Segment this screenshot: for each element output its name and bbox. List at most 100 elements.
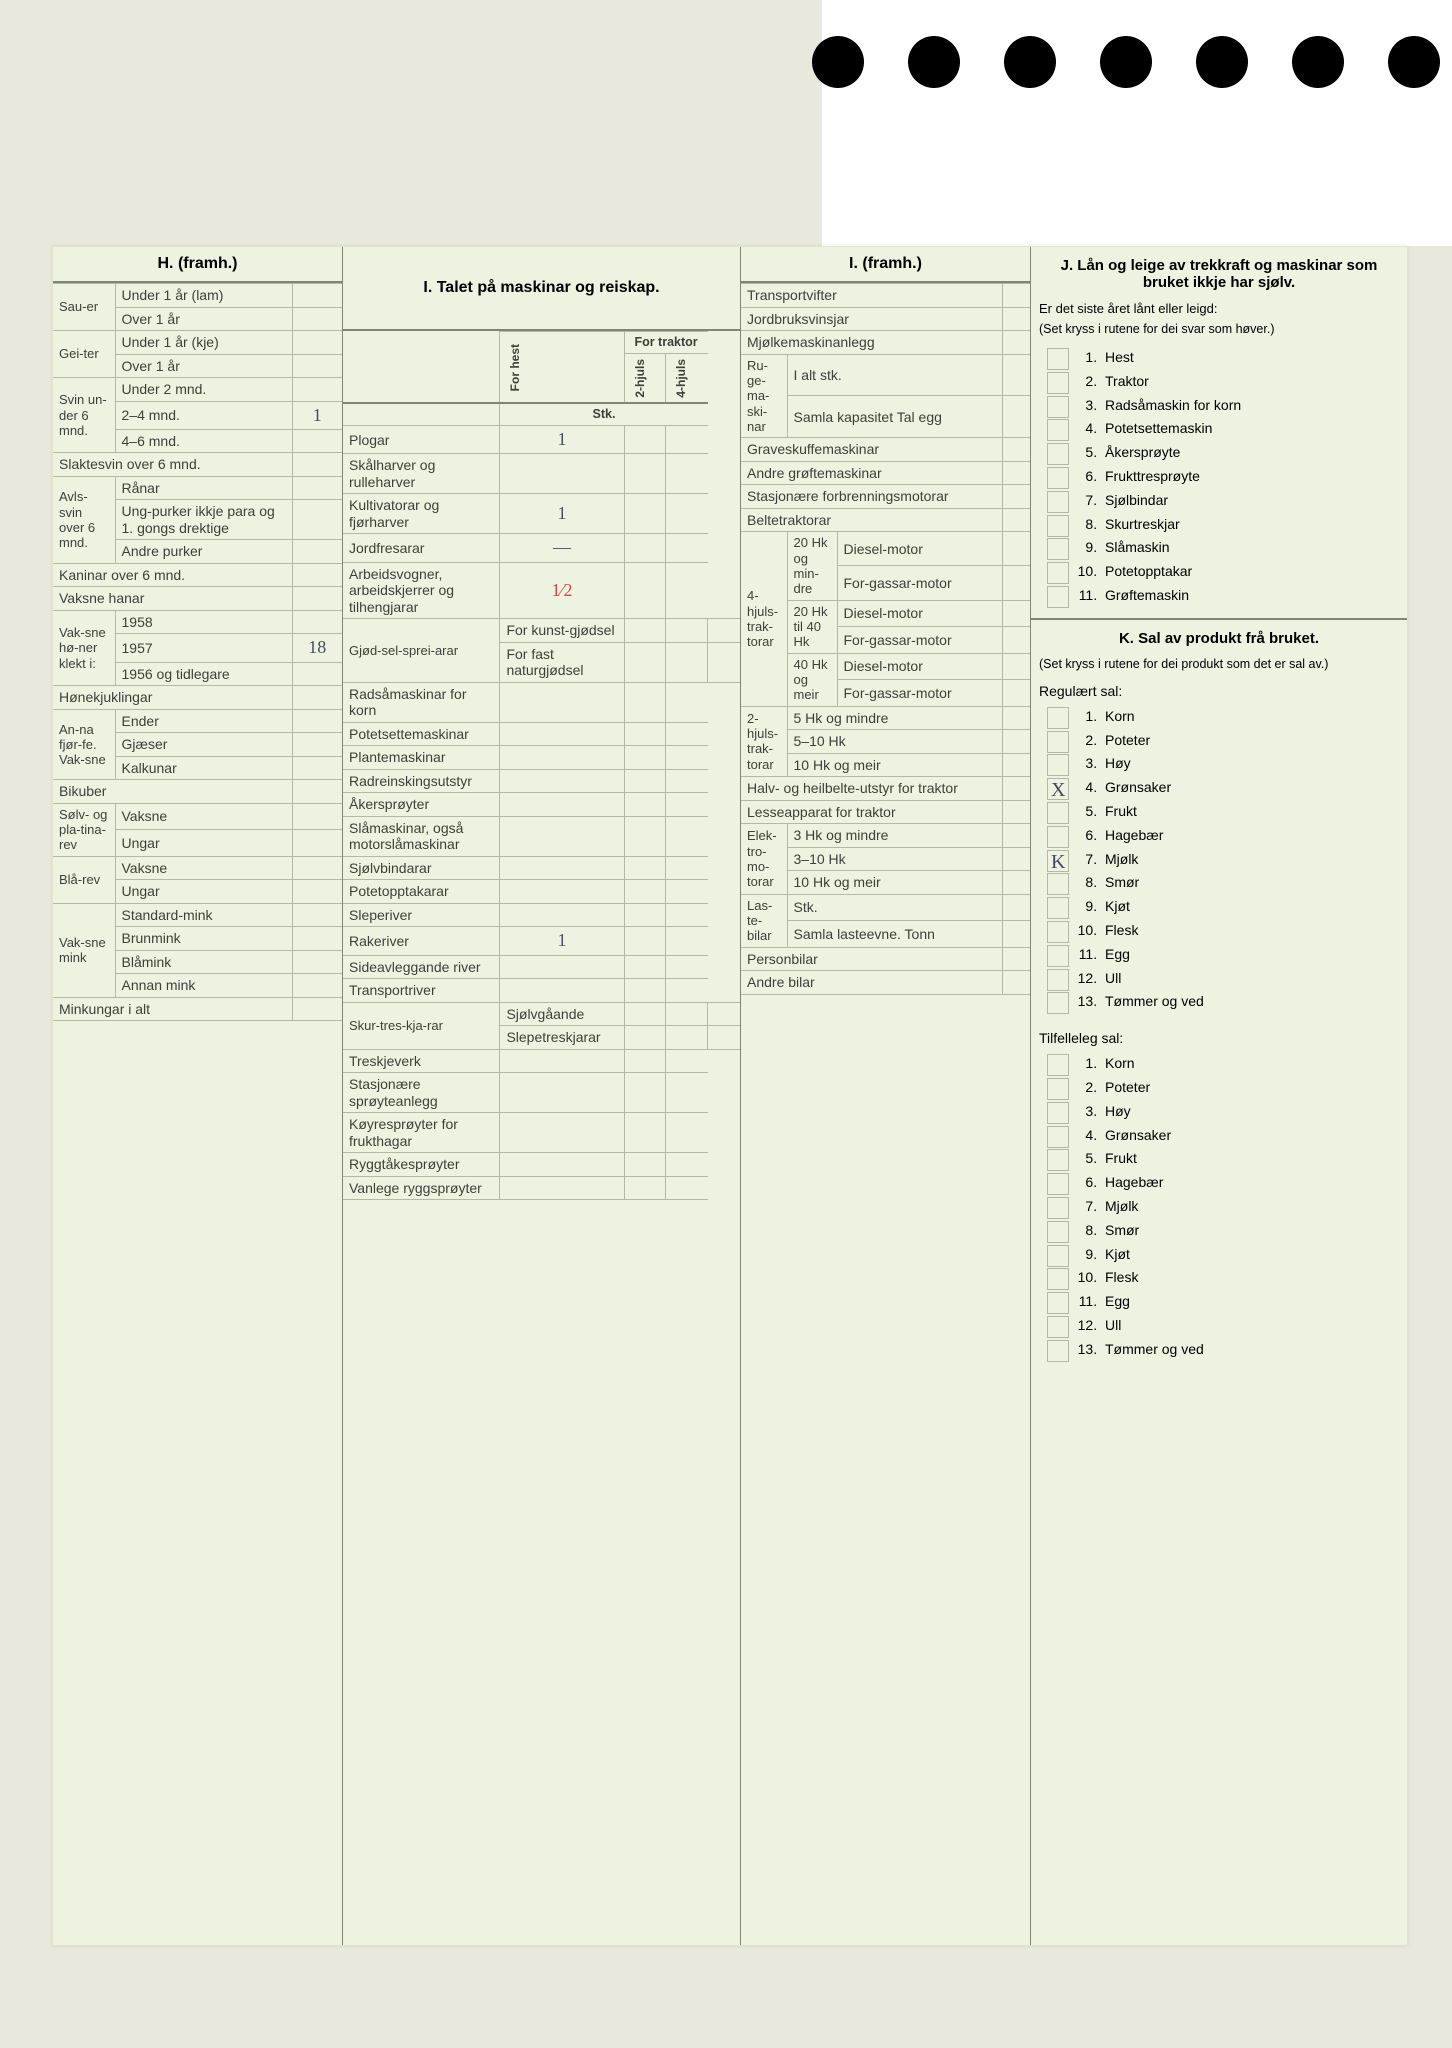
ir-value [1002,331,1030,355]
k-item: Smør [1101,871,1407,895]
h-value [292,830,342,857]
i-val-4hjuls [708,619,740,643]
ir-value [1002,307,1030,331]
i-val-4hjuls [666,426,708,454]
checkbox[interactable] [1047,1149,1069,1171]
i-label: Slepetreskjarar [500,1026,624,1050]
checkbox[interactable] [1047,586,1069,608]
checkbox[interactable] [1047,1292,1069,1314]
k-item: Korn [1101,1052,1407,1076]
h-group-full: Hønekjuklingar [53,686,292,710]
section-k-title: K. Sal av produkt frå bruket. [1031,618,1407,657]
checkbox[interactable] [1047,1221,1069,1243]
ir-label: Transportvifter [741,284,1002,308]
checkbox[interactable] [1047,1173,1069,1195]
checkbox[interactable] [1047,969,1069,991]
checkbox[interactable] [1047,348,1069,370]
i-val-2hjuls [624,793,666,817]
i-label: Sjølvgåande [500,1002,624,1026]
i-val-2hjuls [624,722,666,746]
i-val-2hjuls [624,682,666,722]
checkbox[interactable] [1047,1245,1069,1267]
i-val-4hjuls [666,722,708,746]
h-group-full: Kaninar over 6 mnd. [53,563,292,587]
ir-sublabel: Samla kapasitet Tal egg [787,396,1002,438]
checkbox[interactable] [1047,1102,1069,1124]
checkbox[interactable] [1047,562,1069,584]
i-val-2hjuls [624,562,666,619]
ir-label: Jordbruksvinsjar [741,307,1002,331]
h-value: 1 [292,401,342,429]
k-item: Ull [1101,967,1407,991]
checkbox[interactable] [1047,945,1069,967]
ir-value [1002,485,1030,509]
j-item: Sjølbindar [1101,489,1407,513]
j-item: Radsåmaskin for korn [1101,394,1407,418]
h-label: Kalkunar [115,756,292,780]
checkbox[interactable] [1047,921,1069,943]
checkbox[interactable] [1047,873,1069,895]
checkbox[interactable] [1047,1268,1069,1290]
checkbox[interactable] [1047,396,1069,418]
h-label: 2–4 mnd. [115,401,292,429]
checkbox[interactable] [1047,491,1069,513]
checkbox[interactable] [1047,538,1069,560]
ir-sublabel: For-gassar-motor [837,680,1002,707]
checkbox[interactable] [1047,731,1069,753]
col-for-traktor: For traktor [624,332,707,354]
ir-sublabel: 3 Hk og mindre [787,824,1002,848]
ir-label: Graveskuffemaskinar [741,438,1002,462]
i-val-2hjuls [624,955,666,979]
section-h-title: H. (framh.) [53,247,342,283]
checkbox[interactable] [1047,1078,1069,1100]
i-label: Plogar [343,426,500,454]
k-tilf-head: Tilfelleleg sal: [1031,1024,1407,1048]
ir-value [1002,461,1030,485]
i-label: Radsåmaskinar for korn [343,682,500,722]
checkbox[interactable] [1047,897,1069,919]
checkbox[interactable] [1047,1316,1069,1338]
j-item: Åkersprøyte [1101,441,1407,465]
i-label: Potetopptakarar [343,880,500,904]
ir-label: Lesseapparat for traktor [741,800,1002,824]
h-value [292,903,342,927]
i-label: Vanlege ryggsprøyter [343,1176,500,1200]
checkbox[interactable] [1047,419,1069,441]
checkbox[interactable] [1047,515,1069,537]
checkbox[interactable] [1047,467,1069,489]
k-item: Tømmer og ved [1101,990,1407,1014]
checkbox[interactable] [1047,707,1069,729]
checkbox[interactable] [1047,1126,1069,1148]
ir-sublabel: Diesel-motor [837,600,1002,626]
i-val-hest [500,722,624,746]
h-label: Ungar [115,880,292,904]
checkbox[interactable] [1047,1054,1069,1076]
k-item: Hagebær [1101,1171,1407,1195]
i-val-hest: 1 [500,426,624,454]
checkbox[interactable] [1047,802,1069,824]
i-label: Radreinskingsutstyr [343,769,500,793]
checkbox[interactable] [1047,1340,1069,1362]
k-item: Høy [1101,752,1407,776]
k-item: Egg [1101,1290,1407,1314]
h-group: Sølv- og pla-tina-rev [53,803,115,856]
checkbox[interactable] [1047,443,1069,465]
j-item: Skurtreskjar [1101,513,1407,537]
j-item: Frukttresprøyte [1101,465,1407,489]
checkbox[interactable] [1047,992,1069,1014]
i-val-hest: — [500,534,624,562]
i-val-hest [500,816,624,856]
i-val-hest [500,856,624,880]
i-val-2hjuls [624,1153,666,1177]
ir-value [1002,508,1030,532]
ir-value [1002,284,1030,308]
i-val-2hjuls [624,903,666,927]
k-item: Korn [1101,705,1407,729]
j-item: Potetsettemaskin [1101,417,1407,441]
ir-value [1002,354,1030,396]
checkbox[interactable] [1047,1197,1069,1219]
i-val-hest [500,746,624,770]
i-label: Potetsettemaskinar [343,722,500,746]
i-val-4hjuls [666,746,708,770]
checkbox[interactable] [1047,372,1069,394]
